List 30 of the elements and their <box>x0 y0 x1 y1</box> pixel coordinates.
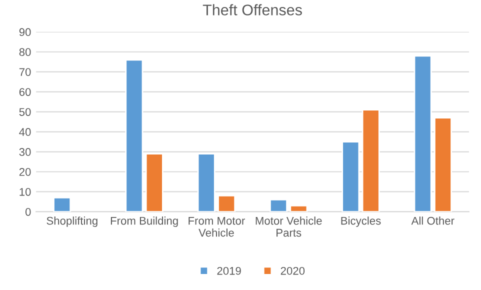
y-tick-label: 70 <box>19 68 31 76</box>
bar <box>197 153 216 212</box>
bar <box>53 197 72 212</box>
bar <box>414 55 432 212</box>
x-tick-label: From Motor Vehicle <box>188 216 245 237</box>
bar <box>434 117 452 212</box>
y-tick-label: 50 <box>19 108 31 116</box>
y-tick-label: 10 <box>20 188 31 196</box>
y-tick-label: 40 <box>19 128 31 136</box>
x-tick-label: From Building <box>110 216 178 227</box>
bar <box>342 141 360 212</box>
chart-title: Theft Offenses <box>202 4 302 16</box>
x-tick-label: Shoplifting <box>46 216 98 227</box>
bar <box>270 199 288 212</box>
x-tick-label: Bicycles <box>341 216 381 227</box>
y-tick-label: 90 <box>19 28 31 36</box>
x-tick-label: All Other <box>411 216 454 225</box>
y-tick-label: 60 <box>19 88 31 96</box>
bar <box>290 205 308 212</box>
legend-label: 2019 <box>217 266 241 275</box>
bar <box>125 59 144 212</box>
y-tick-label: 20 <box>19 168 31 176</box>
y-tick-label: 30 <box>19 148 31 156</box>
bar <box>362 109 380 212</box>
y-tick-label: 0 <box>25 208 31 216</box>
bar <box>145 153 164 212</box>
y-tick-label: 80 <box>19 48 31 56</box>
bar <box>218 195 236 212</box>
x-tick-label: Motor Vehicle Parts <box>256 216 322 237</box>
legend-label: 2020 <box>280 266 305 275</box>
